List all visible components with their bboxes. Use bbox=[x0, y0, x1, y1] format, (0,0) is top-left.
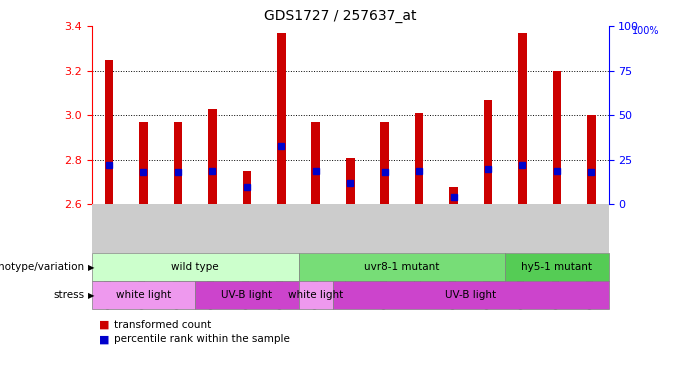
Text: ▶: ▶ bbox=[88, 291, 95, 300]
Bar bbox=[518, 33, 527, 204]
Bar bbox=[277, 33, 286, 204]
Text: white light: white light bbox=[288, 290, 343, 300]
Bar bbox=[105, 60, 114, 204]
Bar bbox=[449, 186, 458, 204]
Bar bbox=[380, 122, 389, 204]
Text: UV-B light: UV-B light bbox=[445, 290, 496, 300]
Text: wild type: wild type bbox=[171, 262, 219, 272]
Bar bbox=[139, 122, 148, 204]
Bar bbox=[173, 122, 182, 204]
Bar bbox=[208, 109, 217, 204]
Text: white light: white light bbox=[116, 290, 171, 300]
Text: GDS1727 / 257637_at: GDS1727 / 257637_at bbox=[264, 9, 416, 23]
Text: stress: stress bbox=[54, 290, 85, 300]
Text: percentile rank within the sample: percentile rank within the sample bbox=[114, 334, 290, 344]
Bar bbox=[483, 100, 492, 204]
Bar bbox=[311, 122, 320, 204]
Text: uvr8-1 mutant: uvr8-1 mutant bbox=[364, 262, 439, 272]
Text: transformed count: transformed count bbox=[114, 320, 211, 330]
Text: ■: ■ bbox=[99, 334, 109, 344]
Text: genotype/variation: genotype/variation bbox=[0, 262, 85, 272]
Bar bbox=[346, 158, 354, 204]
Bar bbox=[587, 116, 596, 204]
Bar bbox=[243, 171, 251, 204]
Text: ■: ■ bbox=[99, 320, 109, 330]
Text: UV-B light: UV-B light bbox=[221, 290, 273, 300]
Bar bbox=[415, 113, 424, 204]
Bar bbox=[553, 71, 561, 204]
Text: hy5-1 mutant: hy5-1 mutant bbox=[522, 262, 592, 272]
Text: 100%: 100% bbox=[632, 26, 660, 36]
Text: ▶: ▶ bbox=[88, 263, 95, 272]
